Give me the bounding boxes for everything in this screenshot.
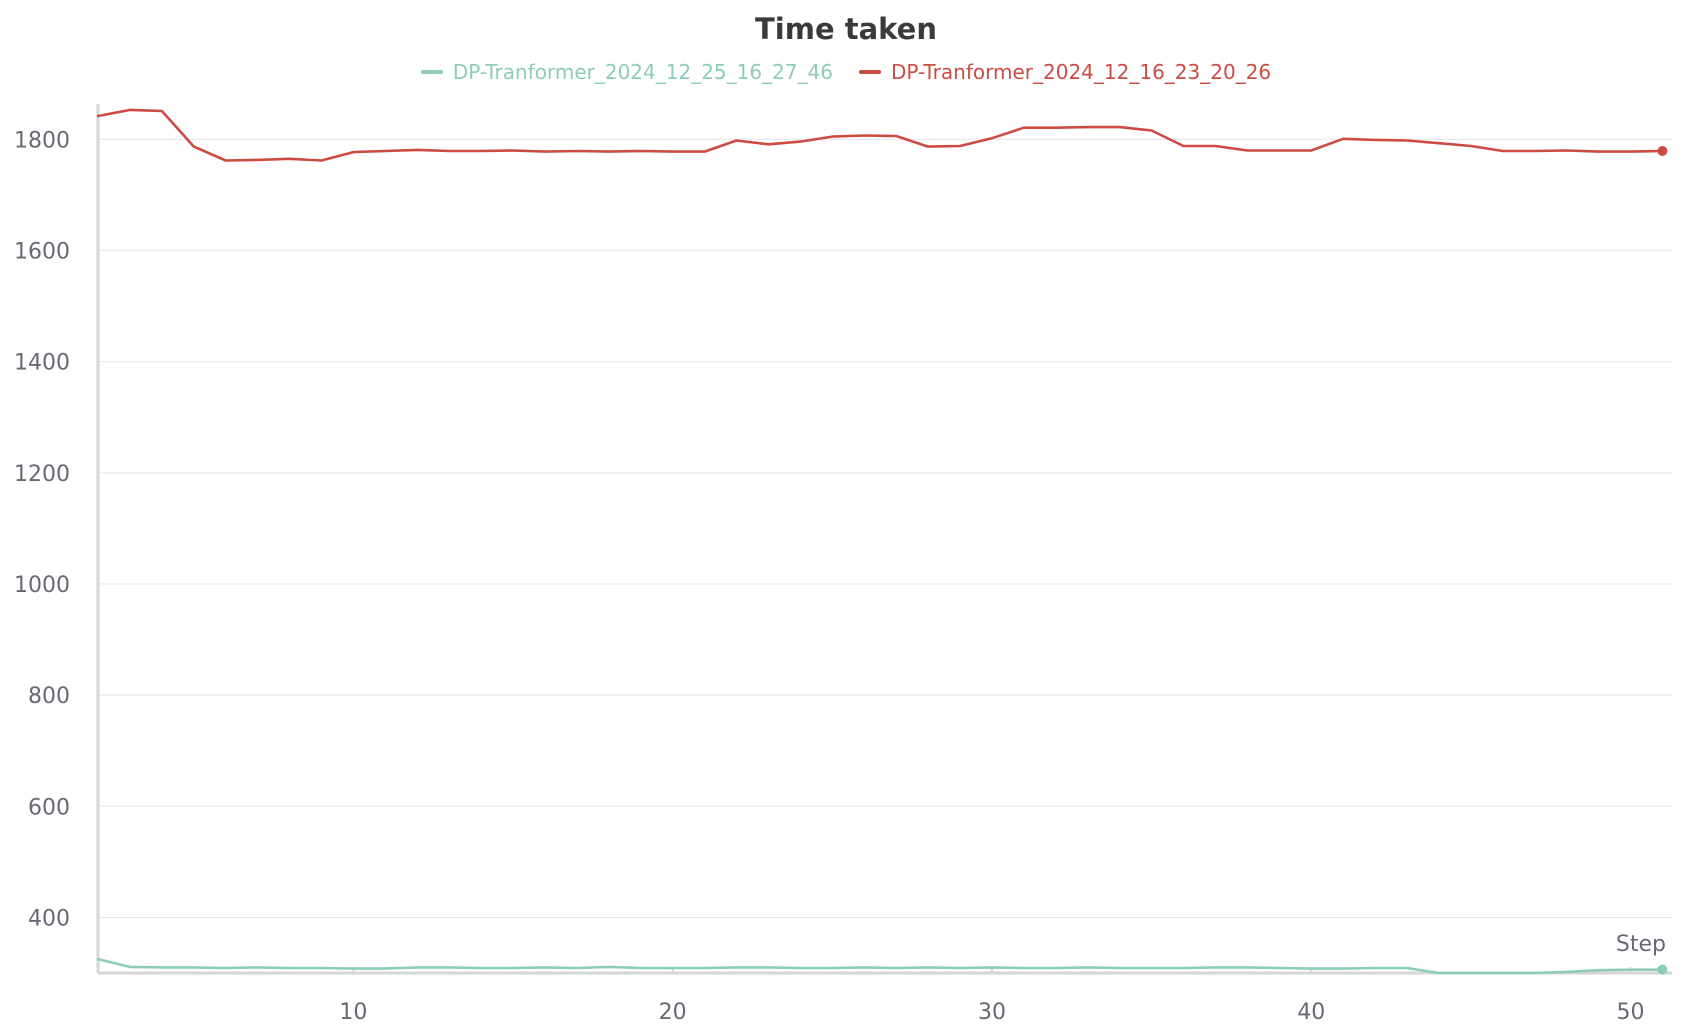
legend-label-series-1: DP-Tranformer_2024_12_25_16_27_46 — [452, 60, 833, 84]
legend-swatch-series-2 — [859, 70, 881, 74]
x-axis-title: Step — [1616, 932, 1666, 957]
y-tick-label-1200: 1200 — [14, 462, 70, 487]
y-tick-label-1800: 1800 — [14, 128, 70, 153]
x-tick-label-40: 40 — [1297, 1000, 1325, 1025]
series-line-2 — [96, 108, 1664, 162]
legend-swatch-series-1 — [420, 70, 443, 74]
series-end-marker-1 — [1657, 964, 1668, 975]
x-tick-label-10: 10 — [339, 1000, 367, 1025]
chart-title: Time taken — [755, 12, 937, 46]
series-line-1 — [96, 957, 1664, 975]
y-tick-label-600: 600 — [28, 795, 70, 820]
x-tick-label-20: 20 — [659, 1000, 687, 1025]
legend-item-series-1[interactable]: DP-Tranformer_2024_12_25_16_27_46 — [420, 60, 833, 84]
series-end-marker-2 — [1657, 146, 1668, 157]
legend: DP-Tranformer_2024_12_25_16_27_46 DP-Tra… — [0, 60, 1692, 84]
y-tick-label-1000: 1000 — [14, 573, 70, 598]
legend-item-series-2[interactable]: DP-Tranformer_2024_12_16_23_20_26 — [859, 60, 1271, 84]
y-tick-label-400: 400 — [28, 906, 70, 931]
y-tick-label-1600: 1600 — [14, 240, 70, 265]
y-tick-label-800: 800 — [28, 684, 70, 709]
x-tick-label-30: 30 — [978, 1000, 1006, 1025]
legend-label-series-2: DP-Tranformer_2024_12_16_23_20_26 — [891, 60, 1272, 84]
y-tick-label-1400: 1400 — [14, 351, 70, 376]
x-tick-label-50: 50 — [1616, 1000, 1644, 1025]
